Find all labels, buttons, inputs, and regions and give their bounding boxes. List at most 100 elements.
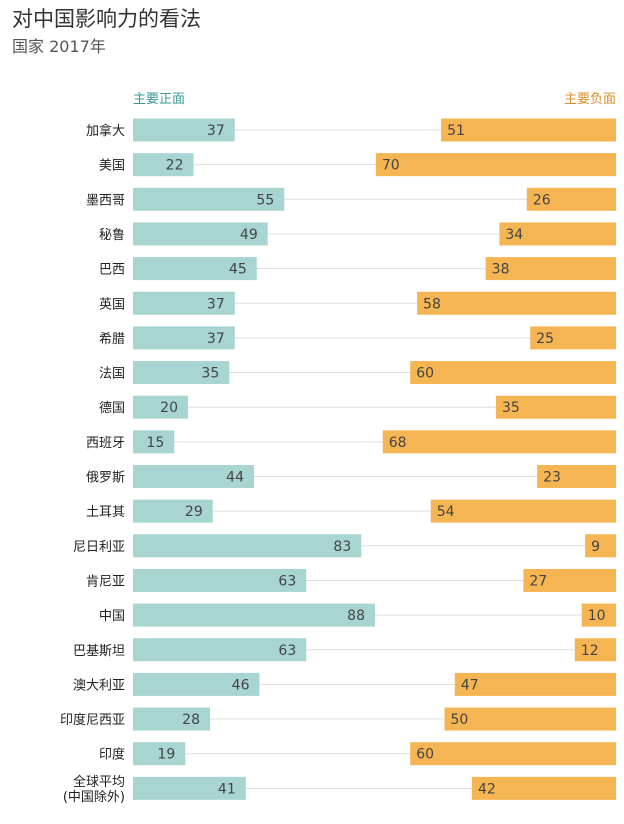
negative-value-label: 50 — [451, 712, 469, 728]
positive-value-label: 19 — [157, 747, 175, 763]
positive-bar — [133, 707, 210, 731]
category-label: 中国 — [99, 609, 125, 624]
negative-value-label: 25 — [536, 331, 554, 347]
negative-value-label: 26 — [533, 192, 551, 208]
chart-rows: 加拿大 37 51 美国 22 70 墨西哥 55 26 秘鲁 49 34 巴西 45 38 英国 37 58 希腊… — [60, 118, 616, 805]
negative-value-label: 68 — [389, 435, 407, 451]
negative-bar — [444, 707, 616, 731]
negative-value-label: 23 — [543, 470, 561, 486]
positive-bar — [133, 603, 375, 627]
negative-bar — [454, 672, 616, 696]
category-label: 巴西 — [99, 263, 125, 278]
negative-bar — [585, 534, 616, 558]
positive-bar — [133, 326, 235, 350]
negative-bar — [495, 395, 616, 419]
negative-bar — [471, 776, 616, 800]
positive-value-label: 29 — [185, 504, 203, 520]
positive-value-label: 20 — [160, 400, 178, 416]
positive-value-label: 22 — [166, 158, 184, 174]
category-label: 法国 — [99, 367, 125, 382]
positive-value-label: 55 — [256, 192, 274, 208]
negative-bar — [430, 499, 616, 523]
positive-bar — [133, 534, 362, 558]
negative-bar — [410, 361, 616, 385]
negative-bar — [574, 638, 616, 662]
category-label: 印度 — [99, 747, 125, 763]
category-label: 澳大利亚 — [73, 677, 125, 693]
category-label: 墨西哥 — [86, 193, 125, 208]
legend-negative: 主要负面 — [564, 92, 616, 107]
positive-value-label: 88 — [347, 608, 365, 624]
positive-value-label: 63 — [278, 643, 296, 659]
positive-bar — [133, 118, 235, 142]
positive-value-label: 35 — [201, 366, 219, 382]
positive-bar — [133, 222, 268, 246]
negative-value-label: 47 — [461, 677, 479, 693]
negative-value-label: 51 — [447, 123, 465, 139]
negative-bar — [523, 568, 616, 592]
positive-value-label: 37 — [207, 123, 225, 139]
positive-bar — [133, 153, 194, 177]
positive-bar — [133, 672, 260, 696]
category-label: 英国 — [99, 297, 125, 312]
positive-bar — [133, 638, 307, 662]
positive-value-label: 44 — [226, 470, 244, 486]
positive-bar — [133, 257, 257, 281]
negative-bar — [375, 153, 616, 177]
negative-value-label: 27 — [529, 573, 547, 589]
category-label: 尼日利亚 — [73, 540, 125, 555]
category-label: 希腊 — [99, 332, 125, 347]
positive-bar — [133, 499, 213, 523]
positive-value-label: 37 — [207, 296, 225, 312]
category-label: 西班牙 — [86, 436, 125, 451]
category-label: 全球平均 — [73, 774, 125, 790]
negative-value-label: 12 — [581, 643, 599, 659]
positive-value-label: 83 — [333, 539, 351, 555]
positive-value-label: 41 — [218, 781, 236, 797]
negative-value-label: 70 — [382, 158, 400, 174]
negative-value-label: 60 — [416, 366, 434, 382]
positive-value-label: 49 — [240, 227, 258, 243]
negative-bar — [526, 187, 616, 211]
chart-subtitle: 国家 2017年 — [12, 37, 106, 56]
negative-bar — [499, 222, 616, 246]
chart-title: 对中国影响力的看法 — [12, 7, 201, 31]
legend-positive: 主要正面 — [133, 92, 185, 107]
category-label: 秘鲁 — [99, 228, 125, 243]
negative-value-label: 9 — [591, 539, 600, 555]
category-label: 土耳其 — [86, 505, 125, 520]
positive-value-label: 45 — [229, 262, 247, 278]
negative-bar — [417, 291, 616, 315]
positive-value-label: 46 — [232, 677, 250, 693]
negative-bar — [537, 465, 616, 488]
negative-bar — [410, 742, 616, 766]
positive-value-label: 15 — [146, 435, 164, 451]
negative-value-label: 60 — [416, 747, 434, 763]
negative-value-label: 58 — [423, 296, 441, 312]
positive-bar — [133, 395, 188, 419]
positive-value-label: 28 — [182, 712, 200, 728]
negative-bar — [441, 118, 616, 142]
positive-value-label: 37 — [207, 331, 225, 347]
negative-value-label: 34 — [505, 227, 523, 243]
negative-bar — [382, 430, 616, 454]
negative-value-label: 54 — [437, 504, 455, 520]
positive-bar — [133, 430, 175, 454]
negative-value-label: 35 — [502, 400, 520, 416]
negative-value-label: 10 — [588, 608, 606, 624]
positive-value-label: 63 — [278, 573, 296, 589]
category-label: (中国除外) — [63, 790, 125, 805]
category-label: 肯尼亚 — [86, 574, 125, 589]
category-label: 巴基斯坦 — [73, 644, 125, 659]
category-label: 俄罗斯 — [86, 471, 125, 486]
category-label: 加拿大 — [86, 123, 125, 139]
negative-value-label: 42 — [478, 781, 496, 797]
negative-bar — [581, 603, 616, 627]
negative-value-label: 38 — [492, 262, 510, 278]
positive-bar — [133, 742, 186, 766]
positive-bar — [133, 361, 230, 385]
positive-bar — [133, 568, 307, 592]
negative-bar — [485, 257, 616, 281]
negative-bar — [530, 326, 616, 350]
